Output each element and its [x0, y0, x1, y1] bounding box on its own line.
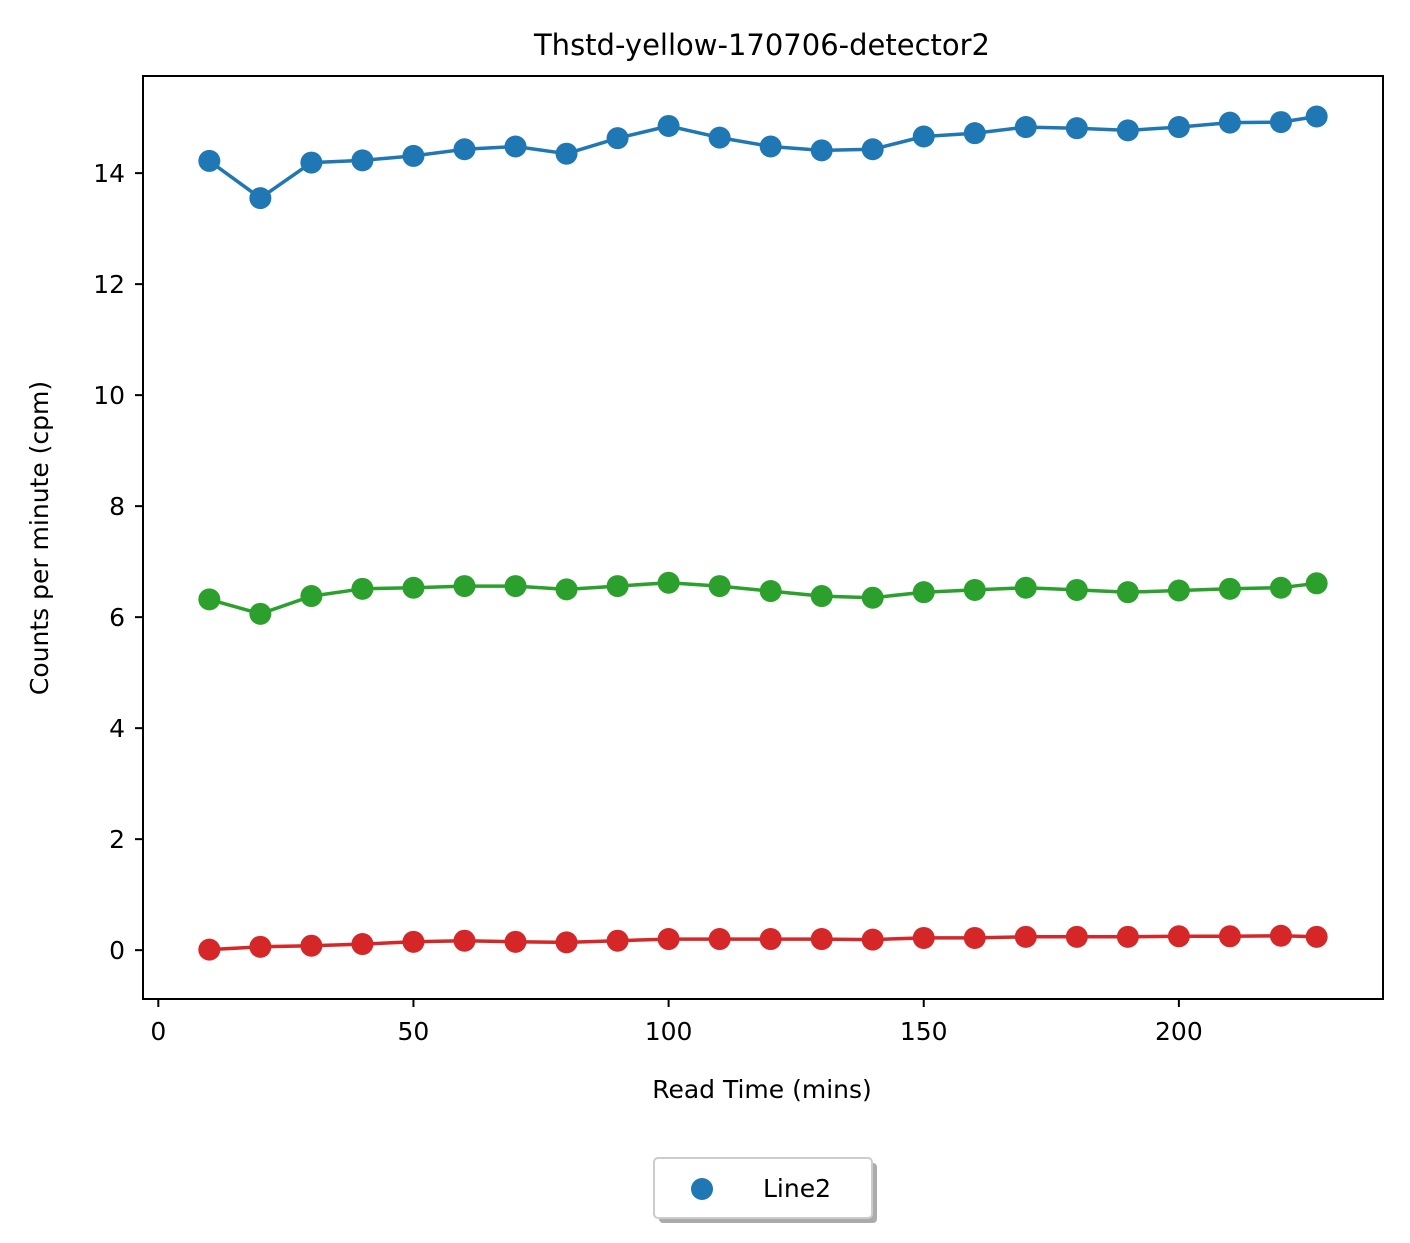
data-point: [810, 585, 833, 608]
data-point: [198, 149, 221, 172]
data-point: [1269, 111, 1292, 134]
data-point: [1014, 116, 1037, 139]
y-tick-label: 6: [109, 603, 125, 632]
y-tick-label: 10: [93, 381, 125, 410]
data-point: [249, 935, 272, 958]
data-point: [555, 931, 578, 954]
data-point: [861, 586, 884, 609]
data-point: [300, 151, 323, 174]
y-tick-label: 0: [109, 936, 125, 965]
data-point: [1218, 925, 1241, 948]
data-point: [1116, 119, 1139, 142]
data-point: [453, 575, 476, 598]
data-point: [912, 125, 935, 148]
x-tick-label: 0: [150, 1017, 166, 1046]
data-point: [963, 122, 986, 145]
data-point: [351, 933, 374, 956]
data-point: [1305, 105, 1328, 128]
data-point: [1065, 117, 1088, 140]
y-tick-label: 12: [93, 270, 125, 299]
data-point: [300, 585, 323, 608]
data-point: [759, 928, 782, 951]
data-point: [963, 578, 986, 601]
data-point: [657, 114, 680, 137]
y-tick-label: 4: [109, 714, 125, 743]
data-point: [1305, 572, 1328, 595]
data-point: [504, 575, 527, 598]
x-axis-ticks: 0 50 100 150 200: [150, 999, 1203, 1046]
data-point: [453, 138, 476, 161]
data-point: [1065, 925, 1088, 948]
legend-marker-line2: [691, 1178, 713, 1200]
data-point: [963, 926, 986, 949]
x-axis-label: Read Time (mins): [652, 1075, 872, 1104]
data-point: [1305, 925, 1328, 948]
data-point: [657, 928, 680, 951]
data-point: [759, 580, 782, 603]
data-point: [912, 926, 935, 949]
data-point: [198, 588, 221, 611]
series-3: [198, 924, 1328, 961]
data-point: [606, 575, 629, 598]
data-point: [708, 126, 731, 149]
data-point: [1116, 925, 1139, 948]
y-tick-label: 14: [93, 159, 125, 188]
data-point: [657, 571, 680, 594]
data-point: [351, 577, 374, 600]
data-point: [249, 602, 272, 625]
data-point: [1014, 925, 1037, 948]
data-point: [402, 144, 425, 167]
legend-box: [653, 1157, 873, 1219]
data-point: [1269, 576, 1292, 599]
data-point: [555, 142, 578, 165]
series-line: [208, 114, 1317, 200]
data-point: [1218, 111, 1241, 134]
y-tick-label: 8: [109, 492, 125, 521]
data-point: [1116, 581, 1139, 604]
data-point: [504, 930, 527, 953]
data-point: [861, 928, 884, 951]
data-point: [402, 576, 425, 599]
data-point: [249, 187, 272, 210]
chart-title: Thstd-yellow-170706-detector2: [533, 28, 990, 62]
data-point: [708, 575, 731, 598]
data-point: [708, 928, 731, 951]
data-point: [861, 138, 884, 161]
data-point: [606, 127, 629, 150]
x-tick-label: 150: [900, 1017, 948, 1046]
data-point: [453, 929, 476, 952]
legend-label-line2: Line2: [763, 1174, 831, 1203]
y-axis-ticks: 0 2 4 6 8 10 12 14: [93, 159, 143, 965]
data-point: [1218, 577, 1241, 600]
data-point: [810, 928, 833, 951]
data-point: [1269, 924, 1292, 947]
data-point: [504, 135, 527, 158]
data-point: [912, 581, 935, 604]
data-point: [1167, 116, 1190, 139]
data-point: [606, 929, 629, 952]
legend: Line2: [653, 1157, 877, 1223]
data-point: [198, 938, 221, 961]
x-tick-label: 200: [1155, 1017, 1203, 1046]
y-axis-label: Counts per minute (cpm): [25, 381, 54, 695]
data-point: [759, 135, 782, 158]
data-point: [402, 930, 425, 953]
x-tick-label: 100: [645, 1017, 693, 1046]
data-point: [1167, 579, 1190, 602]
data-point: [1167, 925, 1190, 948]
data-point: [810, 139, 833, 162]
series-1: [198, 105, 1328, 210]
x-tick-label: 50: [398, 1017, 430, 1046]
data-point: [555, 578, 578, 601]
data-point: [300, 934, 323, 957]
data-point: [1065, 578, 1088, 601]
data-point: [351, 149, 374, 172]
data-point: [1014, 576, 1037, 599]
y-tick-label: 2: [109, 825, 125, 854]
series-layer: [198, 105, 1328, 961]
series-2: [198, 571, 1328, 625]
plot-frame: [142, 75, 1384, 1000]
